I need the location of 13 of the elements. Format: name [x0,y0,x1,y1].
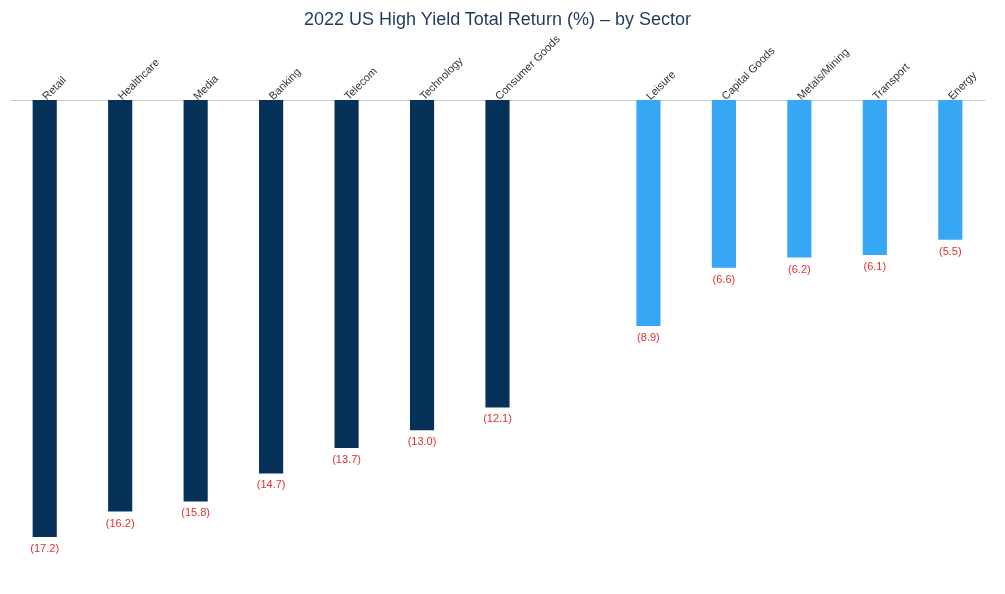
data-label: (16.2) [105,516,135,529]
chart-title: 2022 US High Yield Total Return (%) – by Sector [304,8,691,29]
data-label: (6.1) [863,259,887,272]
data-label: (15.8) [181,506,211,519]
data-label: (12.1) [483,412,512,425]
data-label: (5.5) [938,244,962,257]
data-label: (6.6) [712,272,736,285]
data-label: (14.7) [256,478,286,491]
data-label: (17.2) [30,542,60,554]
data-label: (13.0) [407,435,437,448]
data-label: (6.2) [788,262,811,275]
data-label: (8.9) [637,331,660,344]
data-label: (13.7) [332,453,361,466]
